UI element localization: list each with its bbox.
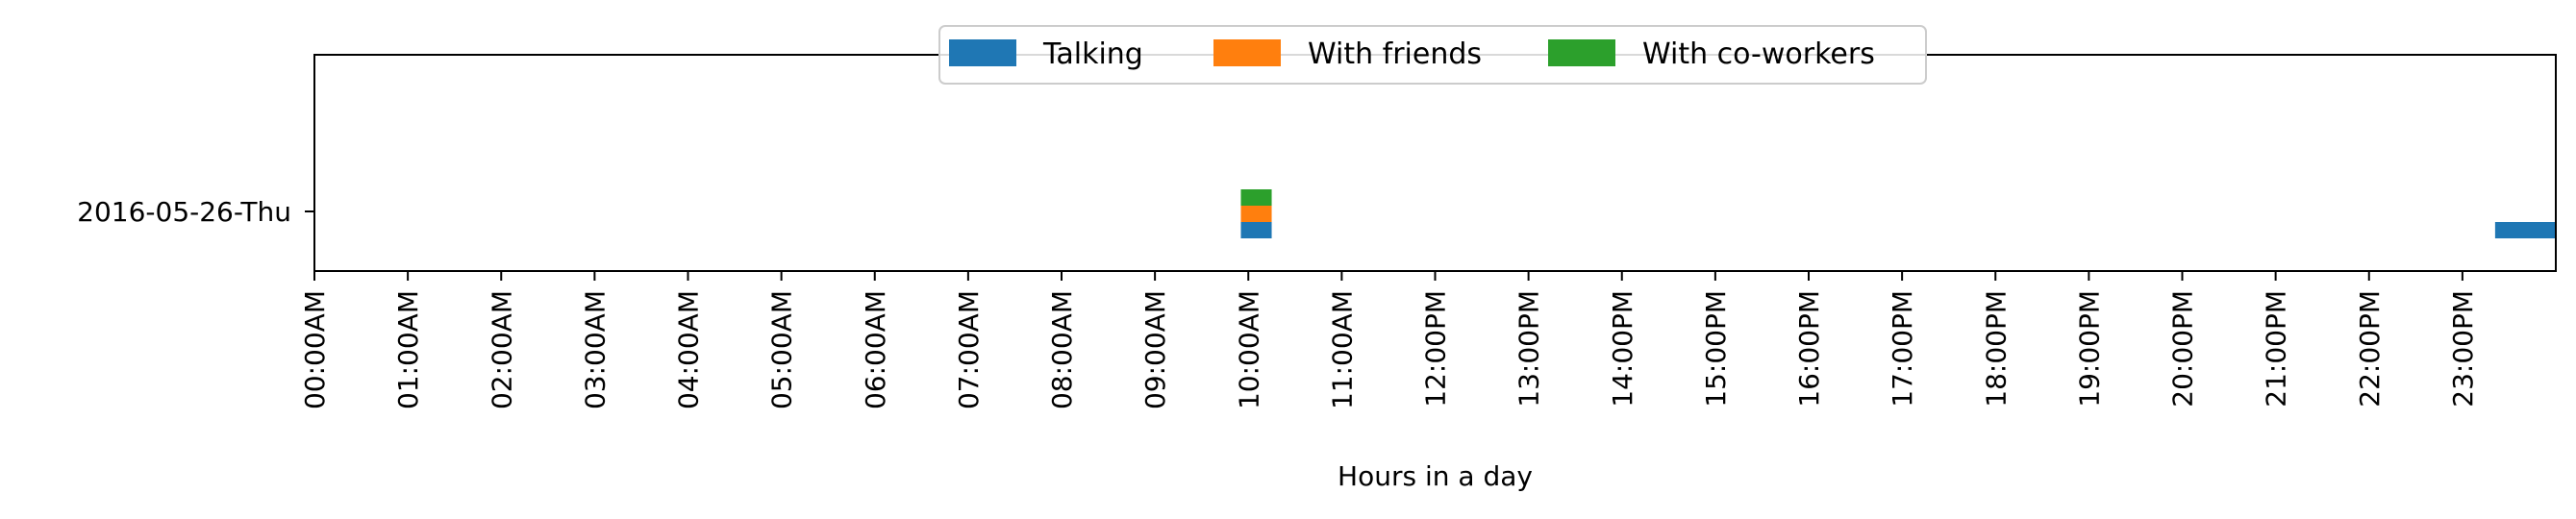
x-tick-label: 04:00AM: [673, 290, 705, 409]
bar-with-friends-0: [1240, 206, 1272, 222]
x-tick-label: 10:00AM: [1233, 290, 1264, 409]
legend-label: With co-workers: [1642, 37, 1875, 71]
plot-frame: [313, 54, 2557, 272]
x-tick-label: 23:00PM: [2447, 290, 2479, 408]
x-tick-label: 19:00PM: [2073, 290, 2105, 408]
x-tick-label: 22:00PM: [2354, 290, 2386, 408]
x-axis-label: Hours in a day: [1338, 460, 1533, 492]
x-tick-label: 16:00PM: [1793, 290, 1825, 408]
x-tick-label: 05:00AM: [766, 290, 798, 409]
legend-swatch: [949, 39, 1016, 66]
x-tick-label: 13:00PM: [1513, 290, 1545, 408]
x-tick-label: 09:00AM: [1139, 290, 1171, 409]
x-axis: 00:00AM 01:00AM 02:00AM 03:00AM 04:00AM 05:00…: [299, 271, 2479, 409]
x-tick-label: 20:00PM: [2167, 290, 2199, 408]
legend-swatch: [1213, 39, 1281, 66]
legend-box: [938, 25, 1927, 85]
x-tick-label: 17:00PM: [1887, 290, 1918, 408]
x-tick-label: 11:00AM: [1326, 290, 1358, 409]
x-tick-label: 12:00PM: [1420, 290, 1452, 408]
legend-label: With friends: [1308, 37, 1482, 71]
bar-with-co-workers-0: [1240, 189, 1272, 206]
bar-talking-0: [1240, 222, 1272, 238]
x-tick-label: 14:00PM: [1607, 290, 1638, 408]
y-tick-label: 2016-05-26-Thu: [77, 196, 291, 228]
x-tick-label: 07:00AM: [953, 290, 985, 409]
x-tick-label: 18:00PM: [1980, 290, 2012, 408]
x-tick-label: 08:00AM: [1046, 290, 1078, 409]
legend-label: Talking: [1042, 37, 1143, 71]
legend: Talking With friends With co-workers: [938, 25, 1927, 85]
x-tick-label: 06:00AM: [860, 290, 891, 409]
x-tick-label: 00:00AM: [299, 290, 331, 409]
x-tick-label: 02:00AM: [486, 290, 517, 409]
x-tick-label: 03:00AM: [579, 290, 611, 409]
bar-talking-1: [2494, 222, 2556, 238]
bars-layer: [1240, 189, 2556, 238]
y-axis: 2016-05-26-Thu: [77, 196, 314, 228]
legend-swatch: [1548, 39, 1615, 66]
x-tick-label: 15:00PM: [1700, 290, 1732, 408]
x-tick-label: 21:00PM: [2261, 290, 2292, 408]
x-tick-label: 01:00AM: [392, 290, 424, 409]
